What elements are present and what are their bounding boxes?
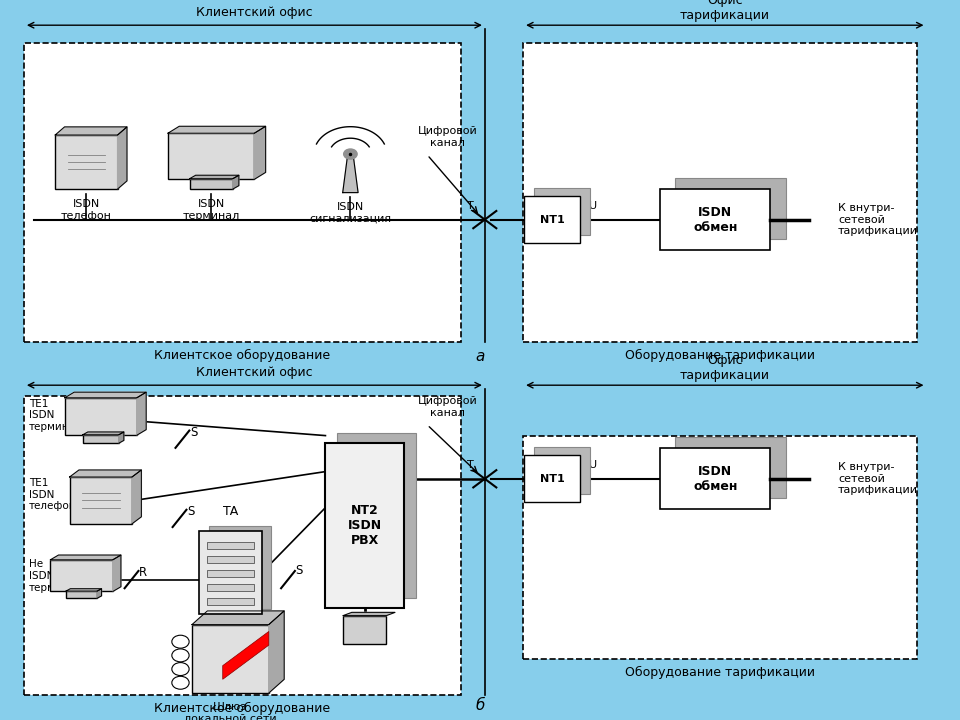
Text: Оборудование тарификации: Оборудование тарификации (625, 666, 815, 679)
Text: Цифровой
канал: Цифровой канал (418, 126, 477, 148)
Text: TE1
ISDN
телефон: TE1 ISDN телефон (29, 478, 77, 511)
Bar (524, 196, 580, 243)
Text: Клиентское оборудование: Клиентское оборудование (155, 702, 330, 715)
Polygon shape (254, 126, 266, 179)
Text: ISDN
сигнализация: ISDN сигнализация (309, 202, 392, 223)
Text: К внутри-
сетевой
тарификации: К внутри- сетевой тарификации (838, 462, 918, 495)
Text: Офис
тарификации: Офис тарификации (680, 354, 770, 382)
Text: ISDN
обмен: ISDN обмен (693, 465, 737, 492)
Text: а: а (475, 349, 485, 364)
Text: S: S (296, 564, 303, 577)
Text: TA: TA (223, 505, 238, 518)
Bar (208, 526, 271, 609)
Text: T: T (467, 201, 473, 211)
Bar (660, 189, 770, 251)
Text: К внутри-
сетевой
тарификации: К внутри- сетевой тарификации (838, 203, 918, 236)
Circle shape (344, 149, 357, 159)
Bar (344, 616, 386, 644)
Polygon shape (190, 175, 239, 179)
Bar (206, 570, 254, 577)
Text: TE1
ISDN
терминал: TE1 ISDN терминал (29, 399, 83, 432)
Bar (200, 531, 261, 613)
Bar (83, 435, 119, 444)
Text: ISDN
телефон: ISDN телефон (61, 199, 111, 221)
Bar (206, 598, 254, 605)
Polygon shape (83, 432, 124, 435)
Polygon shape (97, 589, 102, 598)
Polygon shape (269, 611, 284, 693)
Text: Шлюз
локальной сети: Шлюз локальной сети (184, 702, 276, 720)
Text: S: S (187, 505, 195, 518)
Bar (206, 584, 254, 591)
Circle shape (172, 676, 189, 689)
Polygon shape (119, 432, 124, 444)
Text: Клиентский офис: Клиентский офис (196, 366, 313, 379)
Text: R: R (139, 566, 147, 579)
Text: Не
ISDN
терминал: Не ISDN терминал (29, 559, 83, 593)
Polygon shape (65, 392, 146, 397)
Polygon shape (136, 392, 146, 435)
Polygon shape (51, 555, 121, 560)
Bar (55, 135, 117, 189)
Text: U: U (589, 201, 597, 211)
Text: ISDN
обмен: ISDN обмен (693, 206, 737, 233)
Polygon shape (113, 555, 121, 592)
Text: NT1: NT1 (540, 474, 564, 484)
Bar (192, 624, 269, 693)
Polygon shape (344, 612, 396, 616)
Bar (51, 560, 113, 592)
Polygon shape (343, 156, 358, 192)
Polygon shape (232, 175, 239, 189)
Bar (168, 133, 254, 179)
Bar (69, 477, 132, 524)
Text: Клиентский офис: Клиентский офис (196, 6, 313, 19)
Text: S: S (190, 426, 198, 438)
Bar (523, 43, 917, 342)
Text: U: U (589, 460, 597, 470)
Bar (337, 433, 416, 598)
Text: ISDN
терминал: ISDN терминал (182, 199, 240, 221)
Bar (660, 448, 770, 510)
Text: Офис
тарификации: Офис тарификации (680, 0, 770, 22)
Polygon shape (132, 470, 141, 524)
Circle shape (172, 649, 189, 662)
Circle shape (172, 662, 189, 675)
Bar (66, 591, 97, 598)
Bar (534, 188, 589, 235)
Polygon shape (69, 470, 141, 477)
Polygon shape (55, 127, 127, 135)
Text: T: T (467, 460, 473, 470)
Polygon shape (223, 631, 269, 680)
Polygon shape (117, 127, 127, 189)
Polygon shape (192, 611, 284, 624)
Text: NT1: NT1 (540, 215, 564, 225)
Bar (24, 43, 461, 342)
Bar (24, 396, 461, 695)
Bar (523, 436, 917, 659)
Bar (65, 397, 137, 435)
Bar (325, 443, 404, 608)
Bar (676, 178, 786, 239)
Text: б: б (475, 698, 485, 713)
Text: Цифровой
канал: Цифровой канал (418, 396, 477, 418)
Bar (534, 447, 589, 494)
Bar (206, 556, 254, 563)
Text: Оборудование тарификации: Оборудование тарификации (625, 349, 815, 362)
Text: NT2
ISDN
PBX: NT2 ISDN PBX (348, 504, 382, 547)
Bar (524, 456, 580, 503)
Polygon shape (168, 126, 266, 133)
Bar (190, 179, 233, 189)
Polygon shape (66, 589, 102, 591)
Circle shape (172, 635, 189, 648)
Bar (206, 541, 254, 549)
Text: Клиентское оборудование: Клиентское оборудование (155, 349, 330, 362)
Bar (676, 437, 786, 498)
